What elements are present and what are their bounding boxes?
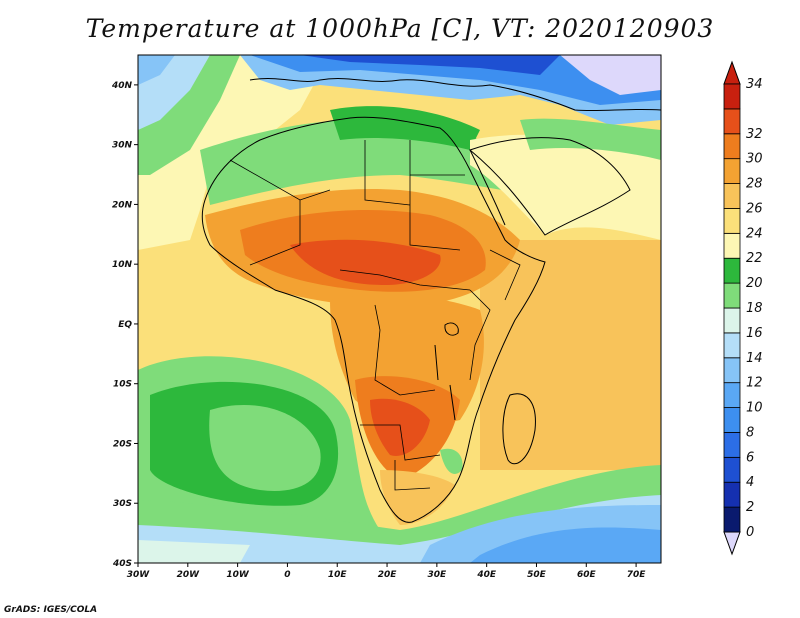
border-horn [489, 249, 521, 301]
colorbar-swatch [723, 382, 741, 408]
lat-tick-label: 20S [113, 439, 132, 449]
lon-tick-label: 10E [328, 570, 348, 580]
border-south-1 [360, 424, 441, 461]
colorbar-label: 8 [746, 425, 754, 440]
colorbar-label: 34 [746, 77, 763, 92]
lat-tick-label: 20N [112, 200, 133, 210]
lon-tick-label: 0 [284, 570, 290, 580]
lon-tick-label: 30W [127, 570, 151, 580]
field-southern-coldest [470, 527, 661, 563]
colorbar-swatch [723, 332, 741, 359]
colorbar-label: 22 [746, 251, 763, 266]
field-madagascar [502, 393, 536, 464]
field-europe-colder [300, 55, 560, 75]
field-mozambique [440, 448, 463, 474]
colorbar-swatch [723, 282, 741, 309]
colorbar-under-triangle [723, 531, 741, 556]
field-sw-cool [138, 540, 250, 563]
lon-tick-label: 20W [177, 570, 201, 580]
field-atlantic-cold [138, 55, 175, 85]
lon-tick-label: 40E [476, 570, 497, 580]
europe-coast [249, 78, 661, 112]
lat-tick-label: EQ [118, 320, 132, 330]
lake-tanganyika [434, 344, 439, 381]
lon-tick-label: 60E [577, 570, 597, 580]
field-arabia [470, 134, 661, 240]
africa-coast [201, 116, 546, 523]
field-sahel-hotter [290, 239, 441, 285]
colorbar-label: 24 [746, 226, 763, 241]
colorbar-label: 2 [746, 500, 754, 515]
colorbar-label: 30 [746, 152, 763, 167]
country-borders [229, 140, 521, 491]
madagascar-coast [502, 393, 536, 465]
lat-tick-label: 40S [112, 559, 132, 569]
colorbar-swatch [723, 133, 741, 160]
lon-tick-label: 70E [627, 570, 647, 580]
colorbar-swatch [723, 257, 741, 284]
colorbar-swatch [723, 357, 741, 384]
lon-tick-label: 50E [527, 570, 547, 580]
lat-tick-label: 40N [111, 81, 133, 91]
colorbar-over-triangle [723, 60, 741, 85]
lake-victoria [444, 322, 459, 336]
border-sahara-2 [249, 200, 301, 266]
colorbar-label: 14 [746, 351, 763, 366]
border-central-1 [339, 269, 471, 291]
colorbar-label: 20 [746, 276, 763, 291]
colorbar-swatch [723, 407, 741, 433]
temperature-field [138, 55, 661, 563]
colorbar-label: 12 [746, 376, 763, 391]
colorbar-label: 4 [746, 475, 754, 490]
colorbar-label: 16 [746, 326, 763, 341]
colorbar-label: 26 [746, 201, 763, 216]
colorbar-swatch [723, 307, 741, 334]
lat-tick-label: 10N [112, 260, 133, 270]
field-europe-cold [250, 55, 661, 105]
border-south-2 [394, 460, 431, 491]
field-undershoot [560, 55, 661, 95]
colorbar-label: 28 [746, 177, 763, 192]
map-frame [137, 54, 662, 564]
lat-tick-label: 10S [113, 380, 132, 390]
border-sahara-3 [364, 140, 411, 206]
longitude-axis: 30W 20W 10W 0 10E 20E 30E 40E 50E 60E 70E [127, 563, 647, 580]
colorbar-swatch [723, 158, 741, 184]
latitude-axis: 40S 30S 20S 10S EQ 10N 20N 30N 40N [111, 81, 138, 569]
map-title: Temperature at 1000hPa [C], VT: 20201209… [85, 14, 715, 43]
colorbar-swatch [723, 232, 741, 259]
colorbar-swatch [723, 481, 741, 508]
colorbar-label: 18 [746, 301, 763, 316]
red-sea [469, 149, 506, 226]
credit-text: GrADS: IGES/COLA [4, 605, 98, 615]
colorbar-label: 32 [746, 127, 763, 142]
colorbar-label: 0 [746, 525, 754, 540]
lon-tick-label: 30E [428, 570, 448, 580]
lat-tick-label: 30N [112, 141, 133, 151]
border-east-1 [469, 289, 491, 381]
arabia-coast [468, 137, 631, 236]
colorbar-swatch [723, 456, 741, 483]
colorbar-swatch [723, 432, 741, 458]
border-central-2 [374, 304, 436, 396]
lat-tick-label: 30S [113, 499, 132, 509]
field-south-atlantic-core [209, 404, 321, 491]
colorbar-swatch [723, 208, 741, 234]
lon-tick-label: 20E [378, 570, 398, 580]
colorbar-label: 10 [746, 401, 763, 416]
lon-tick-label: 10W [226, 570, 250, 580]
colorbar-swatch [723, 83, 741, 110]
colorbar-label: 6 [746, 450, 754, 465]
field-middle-east [520, 118, 661, 160]
lake-malawi [449, 384, 456, 421]
coastlines [201, 78, 661, 523]
colorbar-swatch [723, 183, 741, 209]
colorbar-swatch [723, 506, 741, 533]
field-south-africa [380, 470, 455, 525]
colorbar-swatch [723, 108, 741, 135]
